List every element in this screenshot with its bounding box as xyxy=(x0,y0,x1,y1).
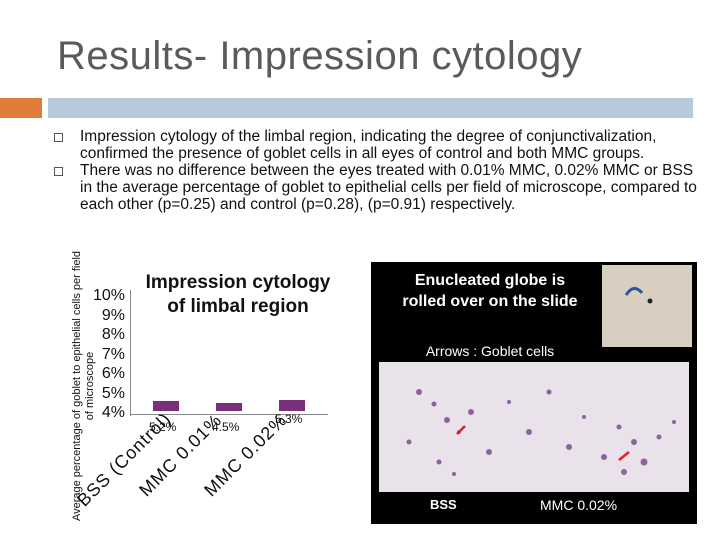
y-axis-ticks: 10% 9% 8% 7% 6% 5% 4% xyxy=(70,287,125,427)
bullet-text: Impression cytology of the limbal region… xyxy=(80,128,657,162)
bar-1 xyxy=(216,403,242,411)
y-axis-line xyxy=(130,290,131,416)
y-tick-label: 8% xyxy=(101,326,125,343)
x-axis-line xyxy=(130,414,328,415)
y-tick-label: 5% xyxy=(101,384,125,402)
arrows-label: Arrows : Goblet cells xyxy=(425,343,555,359)
data-label-2: 5.3% xyxy=(275,412,303,426)
data-label-1: 4.5% xyxy=(212,420,240,434)
orange-accent-bar xyxy=(0,98,42,118)
chart-title: Impression cytology of limbal region xyxy=(145,272,331,317)
blue-accent-bar xyxy=(48,98,693,118)
bullet-list: Impression cytology of the limbal region… xyxy=(52,128,702,213)
bullet-item: Impression cytology of the limbal region… xyxy=(52,128,702,162)
y-tick-label: 7% xyxy=(101,345,125,363)
bar-0 xyxy=(153,400,179,411)
bullet-text: There was no difference between the eyes… xyxy=(80,162,697,213)
data-label-0: 5.2% xyxy=(149,420,177,434)
y-tick-label: 9% xyxy=(101,306,125,324)
y-tick-label: 10% xyxy=(92,287,125,304)
panel-caption: Enucleated globe is rolled over on the s… xyxy=(402,272,578,310)
square-bullet-icon xyxy=(54,167,63,176)
y-tick-label: 6% xyxy=(101,365,125,382)
globe-photo xyxy=(602,265,692,347)
bar-2 xyxy=(279,400,305,411)
globe-on-slide-icon xyxy=(624,287,653,304)
y-tick-label: 4% xyxy=(101,404,125,421)
slide-title: Results- Impression cytology xyxy=(57,34,583,78)
micrograph-image xyxy=(379,362,689,492)
square-bullet-icon xyxy=(54,133,63,142)
bullet-item: There was no difference between the eyes… xyxy=(52,162,702,213)
micrograph xyxy=(379,362,689,492)
mmc-label: MMC 0.02% xyxy=(540,497,618,513)
bss-label: BSS xyxy=(430,497,457,512)
